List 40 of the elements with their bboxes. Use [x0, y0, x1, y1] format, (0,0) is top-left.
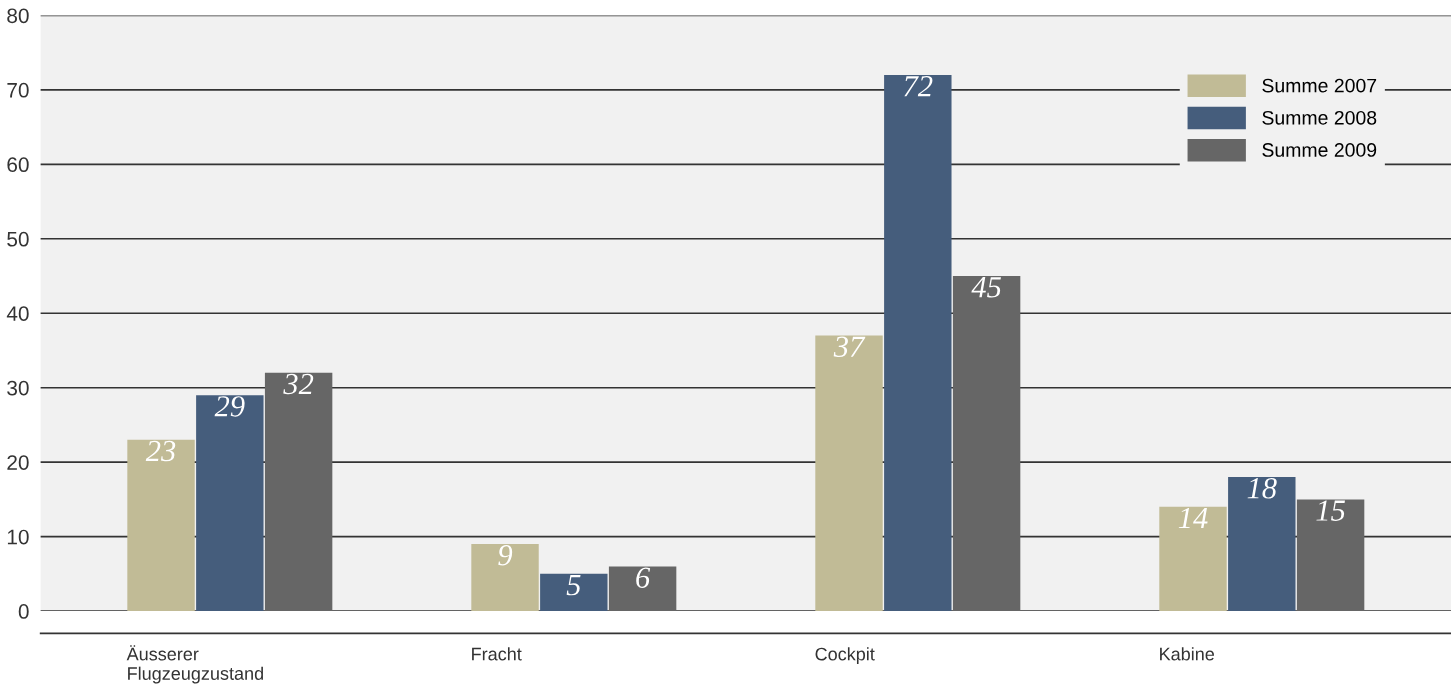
- bar: [540, 573, 608, 612]
- y-tick-label: 60: [7, 157, 29, 173]
- bar: [471, 544, 539, 612]
- y-tick-label: 10: [7, 529, 29, 545]
- bar: [1159, 506, 1227, 612]
- bar: [1296, 499, 1365, 612]
- y-tick-label: 80: [7, 8, 29, 24]
- data-label: 45: [971, 277, 1001, 298]
- y-tick-label: 70: [7, 82, 29, 98]
- bar: [1228, 477, 1296, 612]
- bar: [815, 335, 883, 612]
- bar: [264, 372, 333, 612]
- x-tick-label: Cockpit: [815, 647, 875, 665]
- data-label: 5: [566, 575, 581, 596]
- legend-label: Summe 2009: [1262, 143, 1377, 157]
- data-label: 15: [1316, 500, 1345, 521]
- data-label: 18: [1247, 477, 1277, 499]
- y-tick-label: 20: [7, 455, 29, 470]
- x-tick-label: Äusserer Flugzeugzustand: [126, 645, 263, 684]
- data-label: 32: [283, 373, 314, 395]
- bar: [952, 276, 1021, 612]
- legend-label: Summe 2007: [1262, 78, 1377, 93]
- y-tick-label: 50: [7, 231, 29, 247]
- bar: [127, 439, 195, 612]
- data-label: 9: [498, 545, 513, 566]
- bar: [884, 74, 952, 612]
- x-tick-label: Kabine: [1160, 647, 1215, 661]
- data-label: 14: [1178, 507, 1208, 529]
- x-tick-label: Fracht: [472, 647, 522, 661]
- data-label: 29: [214, 396, 245, 417]
- legend-label: Summe 2008: [1262, 110, 1377, 125]
- data-label: 23: [145, 440, 176, 462]
- data-label: 72: [904, 75, 933, 97]
- data-label: 37: [833, 336, 866, 358]
- y-tick-label: 40: [6, 306, 29, 321]
- bar: [608, 566, 677, 612]
- bar: [196, 395, 264, 612]
- y-tick-label: 30: [7, 380, 29, 396]
- y-tick-label: 0: [18, 604, 29, 619]
- data-label: 6: [636, 567, 651, 588]
